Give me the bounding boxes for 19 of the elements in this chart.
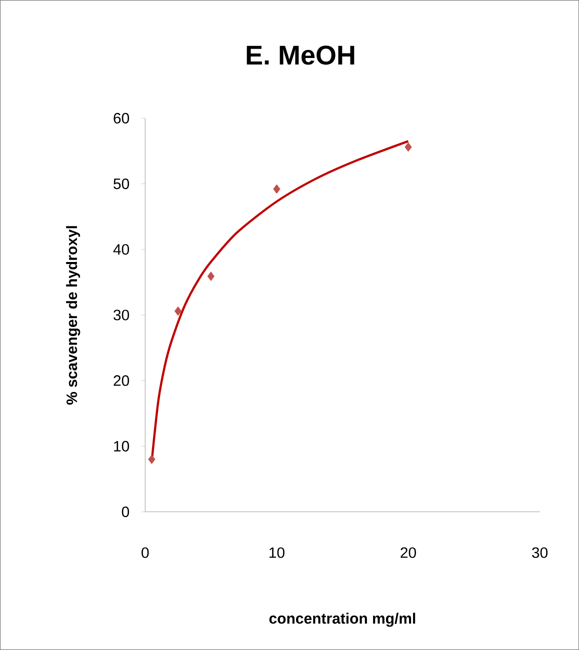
x-tick-label: 30: [532, 547, 548, 558]
point: [174, 306, 182, 316]
point: [404, 142, 412, 152]
point: [207, 272, 214, 281]
y-tick-label: 40: [113, 244, 130, 255]
chart-title: E. MeOH: [246, 46, 354, 65]
x-tick-label: 0: [142, 547, 149, 558]
x-tick-label: 20: [400, 547, 416, 558]
point: [273, 184, 280, 194]
y-tick-label: 30: [114, 310, 130, 320]
y-tick-label: 10: [114, 440, 130, 452]
point: [148, 454, 156, 464]
x-axis-title: concentration mg/ml: [269, 612, 416, 627]
y-tick-label: 50: [114, 178, 130, 190]
y-tick-label: 0: [122, 506, 130, 518]
x-tick-label: 10: [270, 547, 284, 558]
y-axis-title: % scavenger de hydroxyl: [66, 226, 80, 405]
y-tick-label: 60: [114, 112, 130, 124]
y-tick-label: 20: [114, 375, 130, 386]
